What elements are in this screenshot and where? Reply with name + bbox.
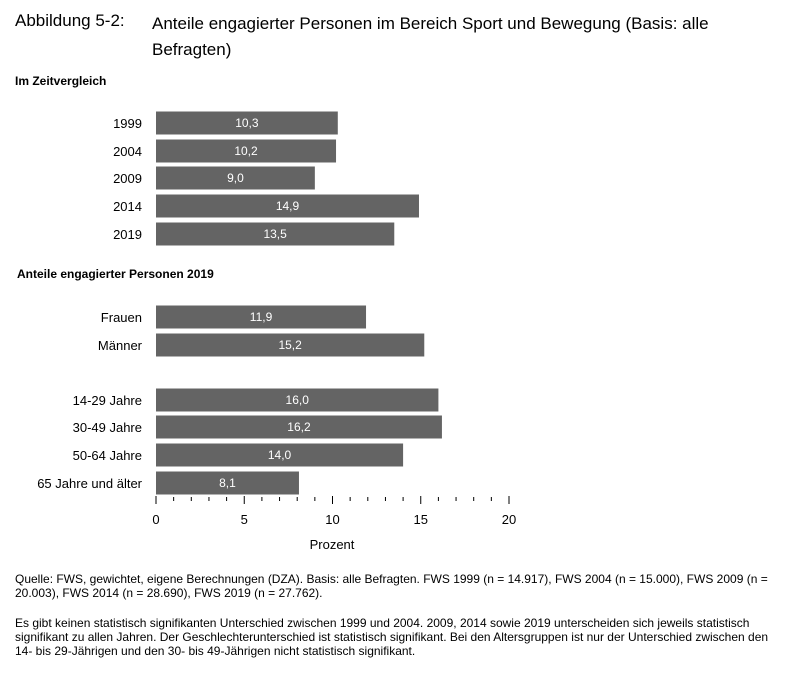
bar-value-label: 14,9: [276, 199, 300, 213]
bar-value-label: 8,1: [219, 476, 236, 490]
category-label: 1999: [113, 116, 142, 131]
x-tick-label: 20: [502, 512, 516, 527]
bar-value-label: 11,9: [250, 310, 273, 324]
category-label: 14-29 Jahre: [73, 393, 142, 408]
x-axis-label: Prozent: [310, 537, 355, 552]
x-tick-label: 0: [152, 512, 159, 527]
category-label: 2014: [113, 199, 142, 214]
category-label: 2009: [113, 171, 142, 186]
x-tick-label: 10: [325, 512, 339, 527]
source-note: Quelle: FWS, gewichtet, eigene Berechnun…: [15, 572, 785, 600]
category-label: 65 Jahre und älter: [37, 476, 142, 491]
bar-value-label: 16,2: [287, 420, 311, 434]
bar-value-label: 16,0: [286, 393, 310, 407]
bar-value-label: 15,2: [278, 338, 302, 352]
x-tick-label: 15: [414, 512, 428, 527]
bar-value-label: 10,2: [234, 144, 258, 158]
bar-value-label: 10,3: [235, 116, 259, 130]
category-label: 2004: [113, 144, 142, 159]
bar-value-label: 9,0: [227, 171, 244, 185]
bar-value-label: 14,0: [268, 448, 292, 462]
bar-chart: 10,3 1999 10,2 2004 9,0 2009 14,9 2014 13,5 2019 1…: [0, 0, 792, 560]
category-label: 50-64 Jahre: [73, 448, 142, 463]
category-label: 30-49 Jahre: [73, 420, 142, 435]
significance-note: Es gibt keinen statistisch signifikanten…: [15, 616, 785, 658]
category-label: Männer: [98, 338, 143, 353]
bar-value-label: 13,5: [263, 227, 287, 241]
x-tick-label: 5: [241, 512, 248, 527]
category-label: Frauen: [101, 310, 142, 325]
category-label: 2019: [113, 227, 142, 242]
